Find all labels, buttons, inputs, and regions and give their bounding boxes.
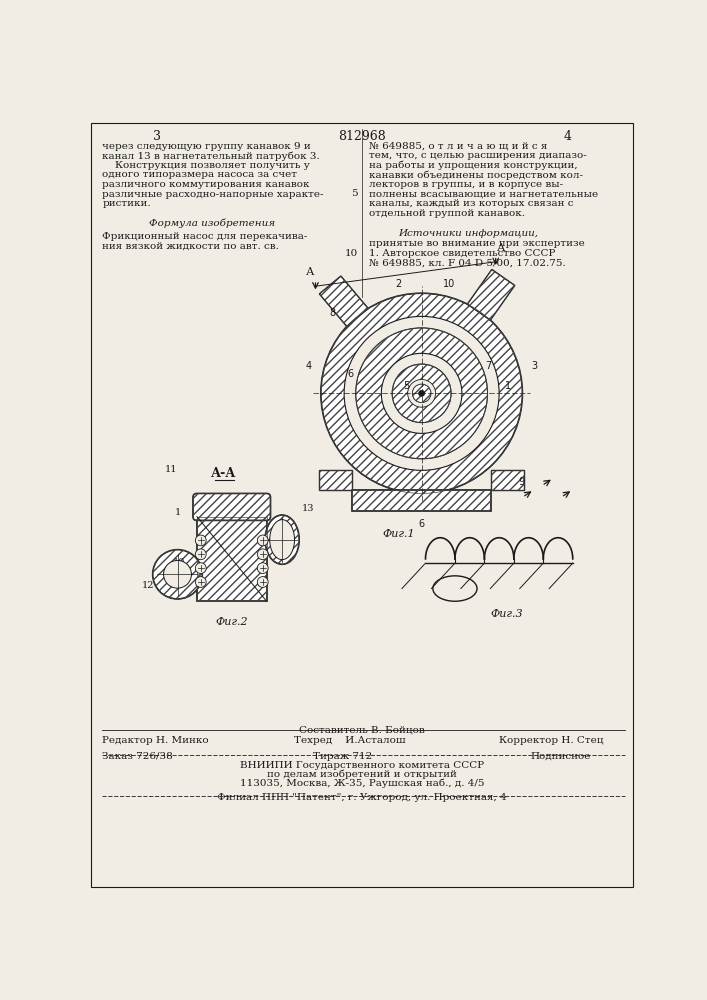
Text: Тираж 712: Тираж 712 — [313, 752, 373, 761]
Circle shape — [408, 379, 436, 407]
Text: полнены всасывающие и нагнетательные: полнены всасывающие и нагнетательные — [369, 190, 598, 199]
Text: Формула изобретения: Формула изобретения — [149, 219, 276, 228]
Text: А: А — [497, 243, 506, 253]
Text: 11: 11 — [164, 465, 177, 474]
Text: каналы, каждый из которых связан с: каналы, каждый из которых связан с — [369, 199, 573, 208]
Circle shape — [195, 577, 206, 587]
Text: отдельной группой канавок.: отдельной группой канавок. — [369, 209, 525, 218]
Text: 1. Авторское свидетельство СССР: 1. Авторское свидетельство СССР — [369, 249, 555, 258]
Text: 4: 4 — [563, 130, 571, 143]
Text: 1: 1 — [175, 508, 182, 517]
Text: Заказ 726/38: Заказ 726/38 — [103, 752, 173, 761]
Text: 3: 3 — [153, 130, 160, 143]
Text: Филиал ППП "Патент", г. Ужгород, ул. Проектная, 4: Филиал ППП "Патент", г. Ужгород, ул. Про… — [217, 793, 507, 802]
Text: 12: 12 — [141, 581, 154, 590]
Circle shape — [163, 560, 192, 588]
Text: 1: 1 — [506, 381, 511, 391]
Text: 8: 8 — [329, 308, 336, 318]
Text: 113035, Москва, Ж-35, Раушская наб., д. 4/5: 113035, Москва, Ж-35, Раушская наб., д. … — [240, 779, 484, 788]
Circle shape — [392, 364, 451, 423]
FancyBboxPatch shape — [193, 493, 271, 520]
Text: Источники информации,: Источники информации, — [398, 229, 538, 238]
Bar — [197, 517, 267, 601]
Circle shape — [257, 563, 268, 574]
Text: 10: 10 — [173, 558, 185, 567]
Text: канавки объединены посредством кол-: канавки объединены посредством кол- — [369, 170, 583, 180]
Text: А: А — [306, 267, 314, 277]
Circle shape — [321, 293, 522, 493]
Ellipse shape — [270, 520, 295, 560]
Circle shape — [195, 563, 206, 574]
Text: ВНИИПИ Государственного комитета СССР: ВНИИПИ Государственного комитета СССР — [240, 761, 484, 770]
Text: 5: 5 — [403, 381, 409, 391]
Circle shape — [381, 353, 462, 433]
Circle shape — [257, 549, 268, 560]
Circle shape — [412, 384, 431, 403]
Text: Фрикционный насос для перекачива-: Фрикционный насос для перекачива- — [103, 232, 308, 241]
Text: Фиг.2: Фиг.2 — [216, 617, 248, 627]
Text: ристики.: ристики. — [103, 199, 151, 208]
Text: 7: 7 — [485, 361, 491, 371]
Circle shape — [419, 390, 425, 396]
Circle shape — [344, 316, 499, 470]
Text: через следующую группу канавок 9 и: через следующую группу канавок 9 и — [103, 142, 311, 151]
Text: 4: 4 — [305, 361, 312, 371]
Text: Фиг.3: Фиг.3 — [491, 609, 523, 619]
Text: Составитель В. Бойцов: Составитель В. Бойцов — [299, 725, 425, 734]
Text: Редактор Н. Минко: Редактор Н. Минко — [103, 736, 209, 745]
Ellipse shape — [265, 515, 299, 564]
Circle shape — [195, 535, 206, 546]
Text: Техред    И.Асталош: Техред И.Асталош — [293, 736, 405, 745]
Circle shape — [257, 535, 268, 546]
Text: Конструкция позволяет получить у: Конструкция позволяет получить у — [103, 161, 310, 170]
Text: 10: 10 — [345, 249, 358, 258]
Text: различные расходно-напорные характе-: различные расходно-напорные характе- — [103, 190, 324, 199]
Text: тем, что, с целью расширения диапазо-: тем, что, с целью расширения диапазо- — [369, 151, 587, 160]
Text: № 649885, о т л и ч а ю щ и й с я: № 649885, о т л и ч а ю щ и й с я — [369, 142, 547, 151]
Text: различного коммутирования канавок: различного коммутирования канавок — [103, 180, 310, 189]
Text: Корректор Н. Стец: Корректор Н. Стец — [499, 736, 604, 745]
Bar — [197, 517, 267, 601]
Circle shape — [257, 577, 268, 587]
Ellipse shape — [433, 576, 477, 601]
Text: 3: 3 — [532, 361, 538, 371]
Text: 9: 9 — [518, 477, 525, 487]
Text: Фиг.1: Фиг.1 — [382, 529, 415, 539]
Bar — [352, 490, 491, 511]
Circle shape — [153, 550, 202, 599]
Polygon shape — [320, 276, 368, 326]
Text: принятые во внимание при экспертизе: принятые во внимание при экспертизе — [369, 239, 585, 248]
Text: 6: 6 — [419, 519, 425, 529]
Text: 812968: 812968 — [338, 130, 386, 143]
Text: Подписное: Подписное — [530, 752, 590, 761]
Text: 13: 13 — [301, 504, 314, 513]
Text: ния вязкой жидкости по авт. св.: ния вязкой жидкости по авт. св. — [103, 241, 279, 250]
Text: одного типоразмера насоса за счет: одного типоразмера насоса за счет — [103, 170, 298, 179]
Text: А-А: А-А — [211, 467, 237, 480]
Text: по делам изобретений и открытий: по делам изобретений и открытий — [267, 770, 457, 779]
Bar — [352, 490, 491, 511]
Circle shape — [195, 549, 206, 560]
Polygon shape — [467, 269, 515, 320]
Text: 6: 6 — [347, 369, 354, 379]
Text: лекторов в группы, и в корпусе вы-: лекторов в группы, и в корпусе вы- — [369, 180, 563, 189]
Text: № 649885, кл. F 04 D 5/00, 17.02.75.: № 649885, кл. F 04 D 5/00, 17.02.75. — [369, 259, 566, 268]
Text: 10: 10 — [443, 279, 455, 289]
Text: 2: 2 — [395, 279, 402, 289]
Polygon shape — [320, 470, 352, 490]
Polygon shape — [491, 470, 524, 490]
Text: на работы и упрощения конструкции,: на работы и упрощения конструкции, — [369, 161, 578, 170]
Text: канал 13 в нагнетательный патрубок 3.: канал 13 в нагнетательный патрубок 3. — [103, 151, 320, 161]
Text: 5: 5 — [351, 189, 358, 198]
Circle shape — [356, 328, 488, 459]
